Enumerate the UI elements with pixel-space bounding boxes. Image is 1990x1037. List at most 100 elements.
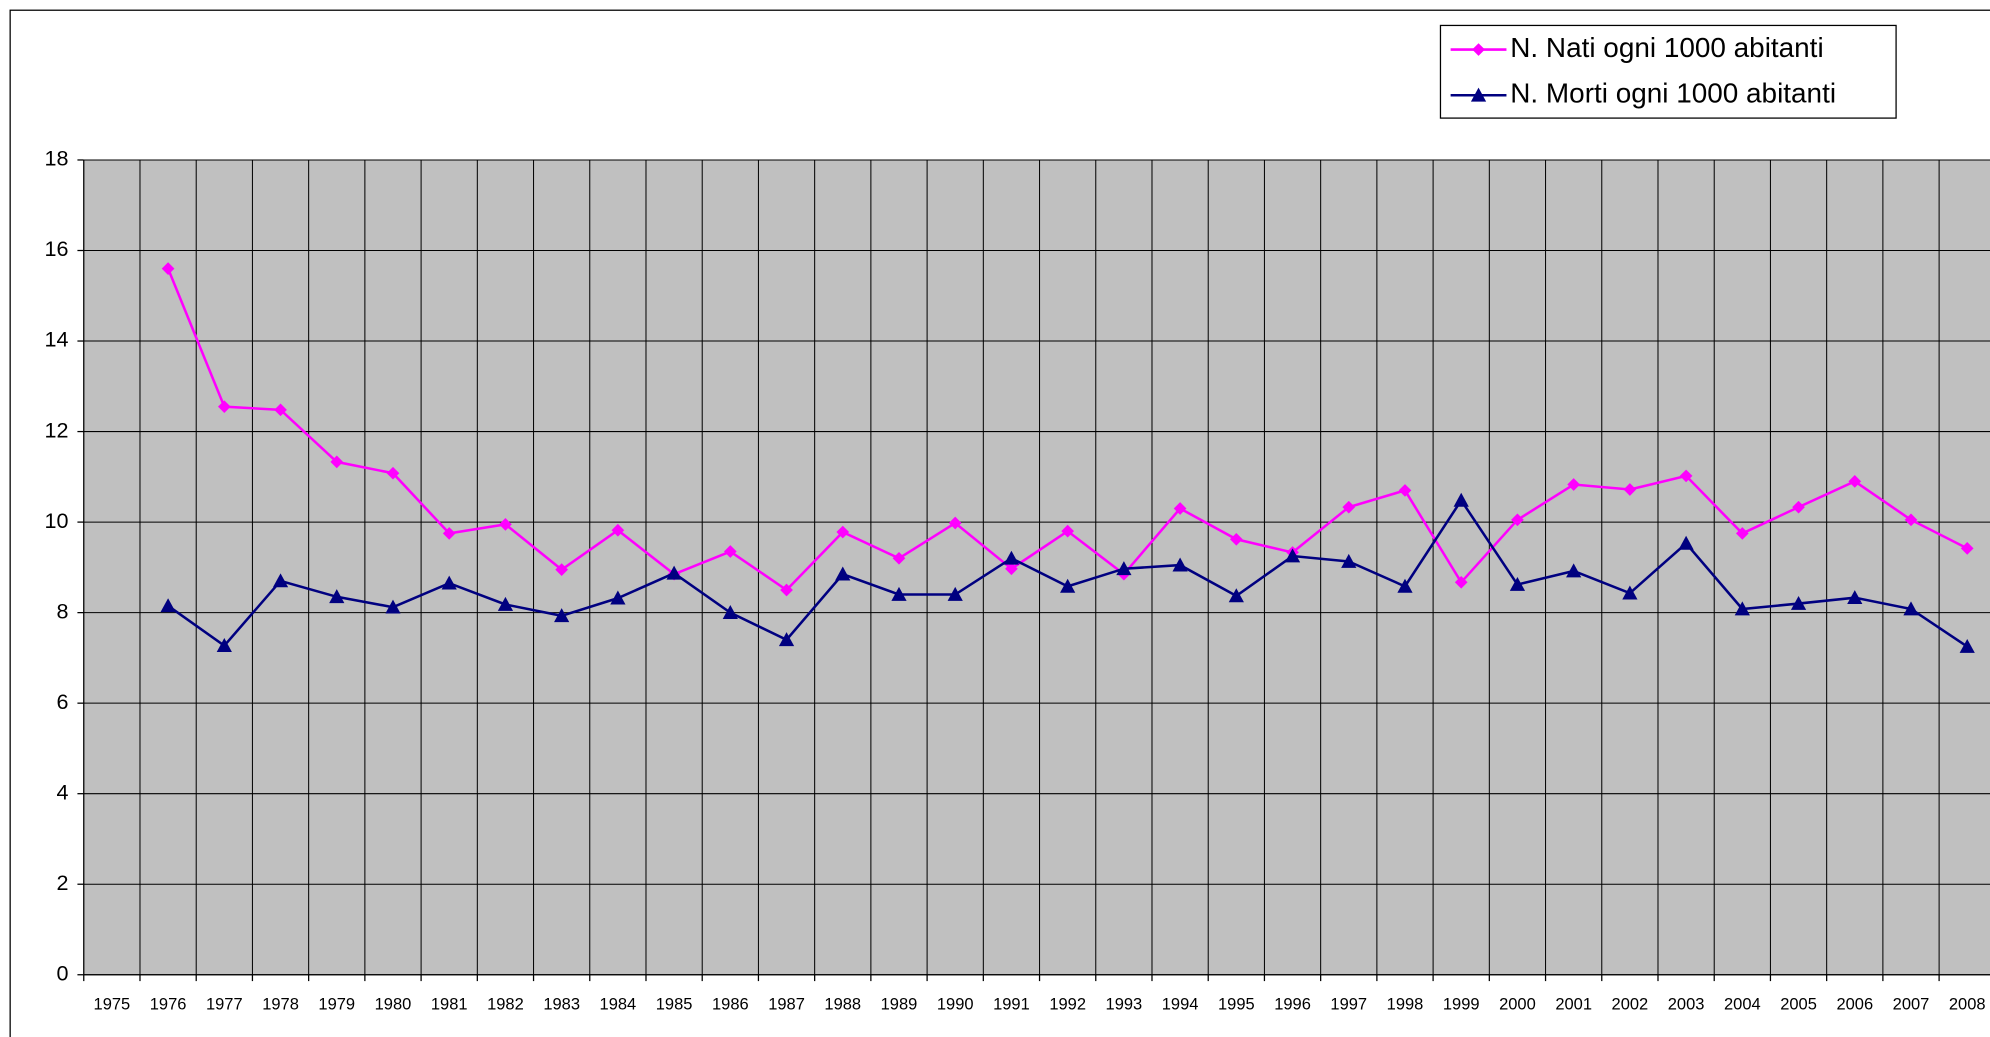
x-tick-label: 1988 <box>824 996 861 1014</box>
x-tick-label: 1981 <box>431 996 468 1014</box>
x-tick-label: 1980 <box>375 996 412 1014</box>
marker <box>1735 527 1749 540</box>
marker <box>385 599 401 614</box>
marker <box>1622 585 1638 600</box>
marker <box>499 518 512 531</box>
marker <box>1848 475 1862 488</box>
x-tick-label: 1984 <box>600 996 637 1014</box>
marker <box>1342 500 1356 514</box>
marker <box>723 545 737 558</box>
marker <box>1509 576 1526 591</box>
y-tick-label: 10 <box>45 508 69 533</box>
marker <box>1341 553 1357 568</box>
marker <box>329 589 345 604</box>
x-tick-label: 1999 <box>1443 996 1480 1014</box>
marker <box>1397 578 1413 593</box>
marker <box>1566 563 1582 578</box>
marker <box>1172 557 1188 572</box>
x-tick-label: 2005 <box>1780 996 1817 1014</box>
legend-box <box>1439 24 1897 119</box>
marker <box>1959 638 1975 653</box>
marker <box>1847 590 1863 605</box>
plot-background <box>83 159 1990 975</box>
marker <box>272 573 289 588</box>
marker <box>1470 87 1487 102</box>
marker <box>1960 542 1974 555</box>
marker <box>722 605 738 619</box>
marker <box>1005 562 1018 576</box>
plot-area: 1975 1976 1977 1978 1979 1980 1981 1982 1983 1984… <box>45 146 1990 1014</box>
marker <box>1472 43 1485 56</box>
marker <box>610 590 626 605</box>
marker <box>1398 484 1412 497</box>
marker <box>1679 469 1693 483</box>
x-tick-label: 1985 <box>656 996 693 1014</box>
x-tick-label: 1975 <box>94 996 131 1014</box>
x-tick-label: 2003 <box>1668 996 1705 1014</box>
marker <box>1790 595 1807 610</box>
x-tick-label: 1998 <box>1387 996 1424 1014</box>
marker <box>441 575 457 590</box>
marker <box>666 565 682 580</box>
x-tick-label: 1986 <box>712 996 749 1014</box>
x-tick-label: 2006 <box>1836 996 1873 1014</box>
y-tick-label: 18 <box>45 146 69 171</box>
marker <box>1116 561 1132 576</box>
marker <box>1903 601 1919 616</box>
x-tick-label: 1995 <box>1218 996 1255 1014</box>
y-tick-label: 2 <box>57 870 69 895</box>
marker <box>1228 588 1244 603</box>
marker <box>554 608 570 623</box>
marker <box>780 583 793 597</box>
x-tick-label: 2008 <box>1949 996 1986 1014</box>
marker <box>386 466 400 480</box>
marker <box>835 566 851 581</box>
x-tick-label: 1997 <box>1330 996 1367 1014</box>
marker <box>1454 575 1468 589</box>
marker <box>217 400 231 414</box>
marker <box>1678 535 1694 550</box>
legend: N. Nati ogni 1000 abitanti N. Morti ogni … <box>1439 24 1897 119</box>
marker <box>274 403 287 417</box>
x-tick-label: 2001 <box>1555 996 1592 1014</box>
x-tick-label: 1983 <box>543 996 580 1014</box>
x-tick-label: 1989 <box>881 996 918 1014</box>
x-tick-label: 1987 <box>768 996 805 1014</box>
y-tick-label: 8 <box>57 598 69 623</box>
x-tick-label: 1976 <box>150 996 187 1014</box>
marker <box>1229 532 1243 546</box>
marker <box>1061 524 1075 538</box>
x-tick-label: 2004 <box>1724 996 1761 1014</box>
x-tick-label: 1977 <box>206 996 243 1014</box>
marker <box>1511 513 1524 527</box>
x-tick-label: 1979 <box>318 996 355 1014</box>
y-tick-label: 0 <box>57 960 69 985</box>
marker <box>1453 492 1469 507</box>
x-tick-label: 2007 <box>1893 996 1930 1014</box>
x-tick-label: 1982 <box>487 996 524 1014</box>
marker <box>611 523 625 537</box>
marker <box>160 598 176 613</box>
marker <box>948 516 962 530</box>
x-tick-label: 2000 <box>1499 996 1536 1014</box>
x-tick-label: 1992 <box>1049 996 1086 1014</box>
marker <box>778 632 795 647</box>
marker <box>1792 500 1805 514</box>
x-tick-label: 1978 <box>262 996 299 1014</box>
marker <box>1173 502 1187 515</box>
marker <box>497 596 514 611</box>
marker <box>891 586 907 601</box>
x-tick-label: 2002 <box>1612 996 1649 1014</box>
marker <box>1284 548 1301 563</box>
y-tick-label: 14 <box>45 327 69 352</box>
marker <box>1904 513 1918 527</box>
x-tick-label: 1994 <box>1162 996 1199 1014</box>
marker <box>1623 483 1637 496</box>
y-tick-label: 12 <box>45 417 69 442</box>
x-tick-label: 1991 <box>993 996 1030 1014</box>
marker <box>442 527 456 540</box>
marker <box>216 638 232 653</box>
marker <box>1734 601 1750 616</box>
